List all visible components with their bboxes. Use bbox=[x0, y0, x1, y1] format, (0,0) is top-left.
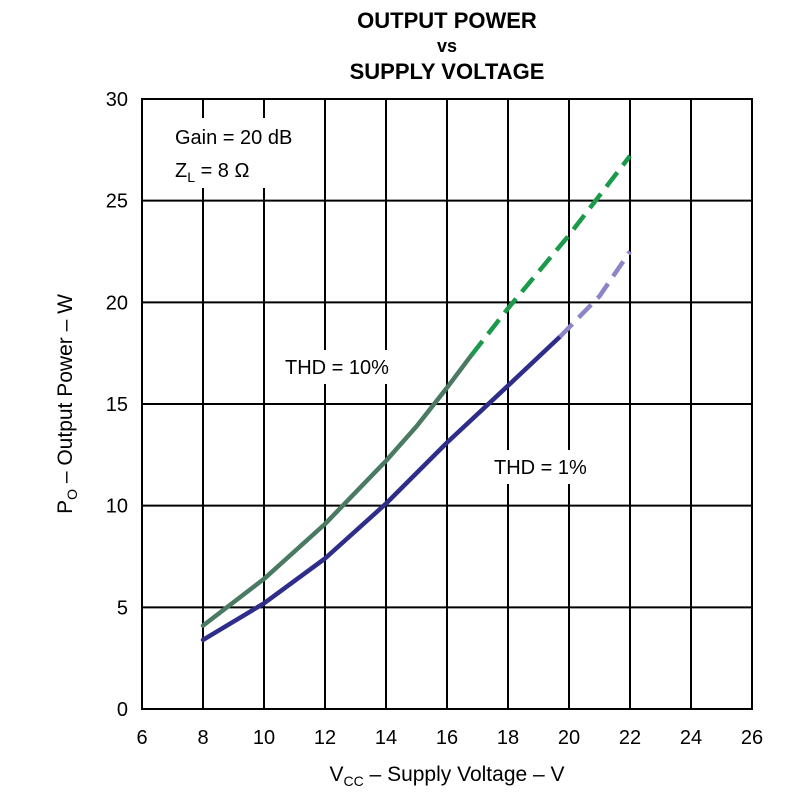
chart-title-line-2: vs bbox=[437, 36, 457, 56]
y-tick-label-20: 20 bbox=[106, 292, 128, 314]
series-thd10-solid-line bbox=[200, 352, 474, 628]
load-annotation-rest: = 8 Ω bbox=[195, 160, 249, 182]
plot-frame bbox=[141, 98, 753, 710]
x-axis-label-sub: CC bbox=[343, 773, 363, 789]
gain-annotation: Gain = 20 dB bbox=[175, 127, 292, 149]
x-axis-label-rest: – Supply Voltage – V bbox=[364, 763, 565, 786]
y-axis-label-rest: – Output Power – W bbox=[54, 294, 77, 489]
chart-title-line-3: SUPPLY VOLTAGE bbox=[350, 59, 545, 84]
y-tick-labels: 0 5 10 15 20 25 30 bbox=[106, 89, 128, 721]
y-tick-label-10: 10 bbox=[106, 496, 128, 518]
x-tick-label-10: 10 bbox=[253, 727, 275, 749]
load-annotation-main: Z bbox=[175, 160, 187, 182]
x-tick-label-6: 6 bbox=[136, 727, 147, 749]
x-tick-label-18: 18 bbox=[497, 727, 519, 749]
series-thd1-dashed-line bbox=[558, 250, 632, 339]
series-thd1-solid-line bbox=[200, 334, 563, 643]
x-tick-label-16: 16 bbox=[436, 727, 458, 749]
y-tick-label-0: 0 bbox=[117, 699, 128, 721]
x-tick-label-20: 20 bbox=[558, 727, 580, 749]
load-annotation-sub: L bbox=[187, 169, 195, 185]
x-tick-label-12: 12 bbox=[314, 727, 336, 749]
y-axis-label: PO – Output Power – W bbox=[54, 294, 80, 514]
conditions-box bbox=[162, 118, 322, 188]
x-axis-label-main: V bbox=[329, 763, 343, 786]
y-tick-label-30: 30 bbox=[106, 89, 128, 111]
x-tick-label-26: 26 bbox=[741, 727, 763, 749]
x-tick-label-8: 8 bbox=[197, 727, 208, 749]
y-tick-label-5: 5 bbox=[117, 597, 128, 619]
thd1-label-box bbox=[486, 450, 622, 484]
x-tick-label-22: 22 bbox=[619, 727, 641, 749]
y-axis-label-sub: O bbox=[64, 489, 80, 500]
load-annotation: ZL = 8 Ω bbox=[175, 160, 249, 185]
y-tick-label-15: 15 bbox=[106, 394, 128, 416]
y-tick-label-25: 25 bbox=[106, 191, 128, 213]
chart-title-line-1: OUTPUT POWER bbox=[357, 8, 537, 33]
x-axis-label: VCC – Supply Voltage – V bbox=[329, 763, 564, 789]
x-tick-label-14: 14 bbox=[375, 727, 397, 749]
x-tick-labels: 6 8 10 12 14 16 18 20 22 24 26 bbox=[136, 727, 763, 749]
series-label-thd10: THD = 10% bbox=[285, 357, 389, 379]
series-label-thd1: THD = 1% bbox=[494, 457, 587, 479]
y-axis-label-main: P bbox=[54, 500, 77, 514]
series-layer bbox=[200, 154, 632, 643]
x-tick-label-24: 24 bbox=[680, 727, 702, 749]
series-thd10-dashed-line bbox=[469, 154, 632, 357]
thd10-label-box bbox=[276, 350, 418, 384]
y-gridlines bbox=[142, 199, 752, 609]
